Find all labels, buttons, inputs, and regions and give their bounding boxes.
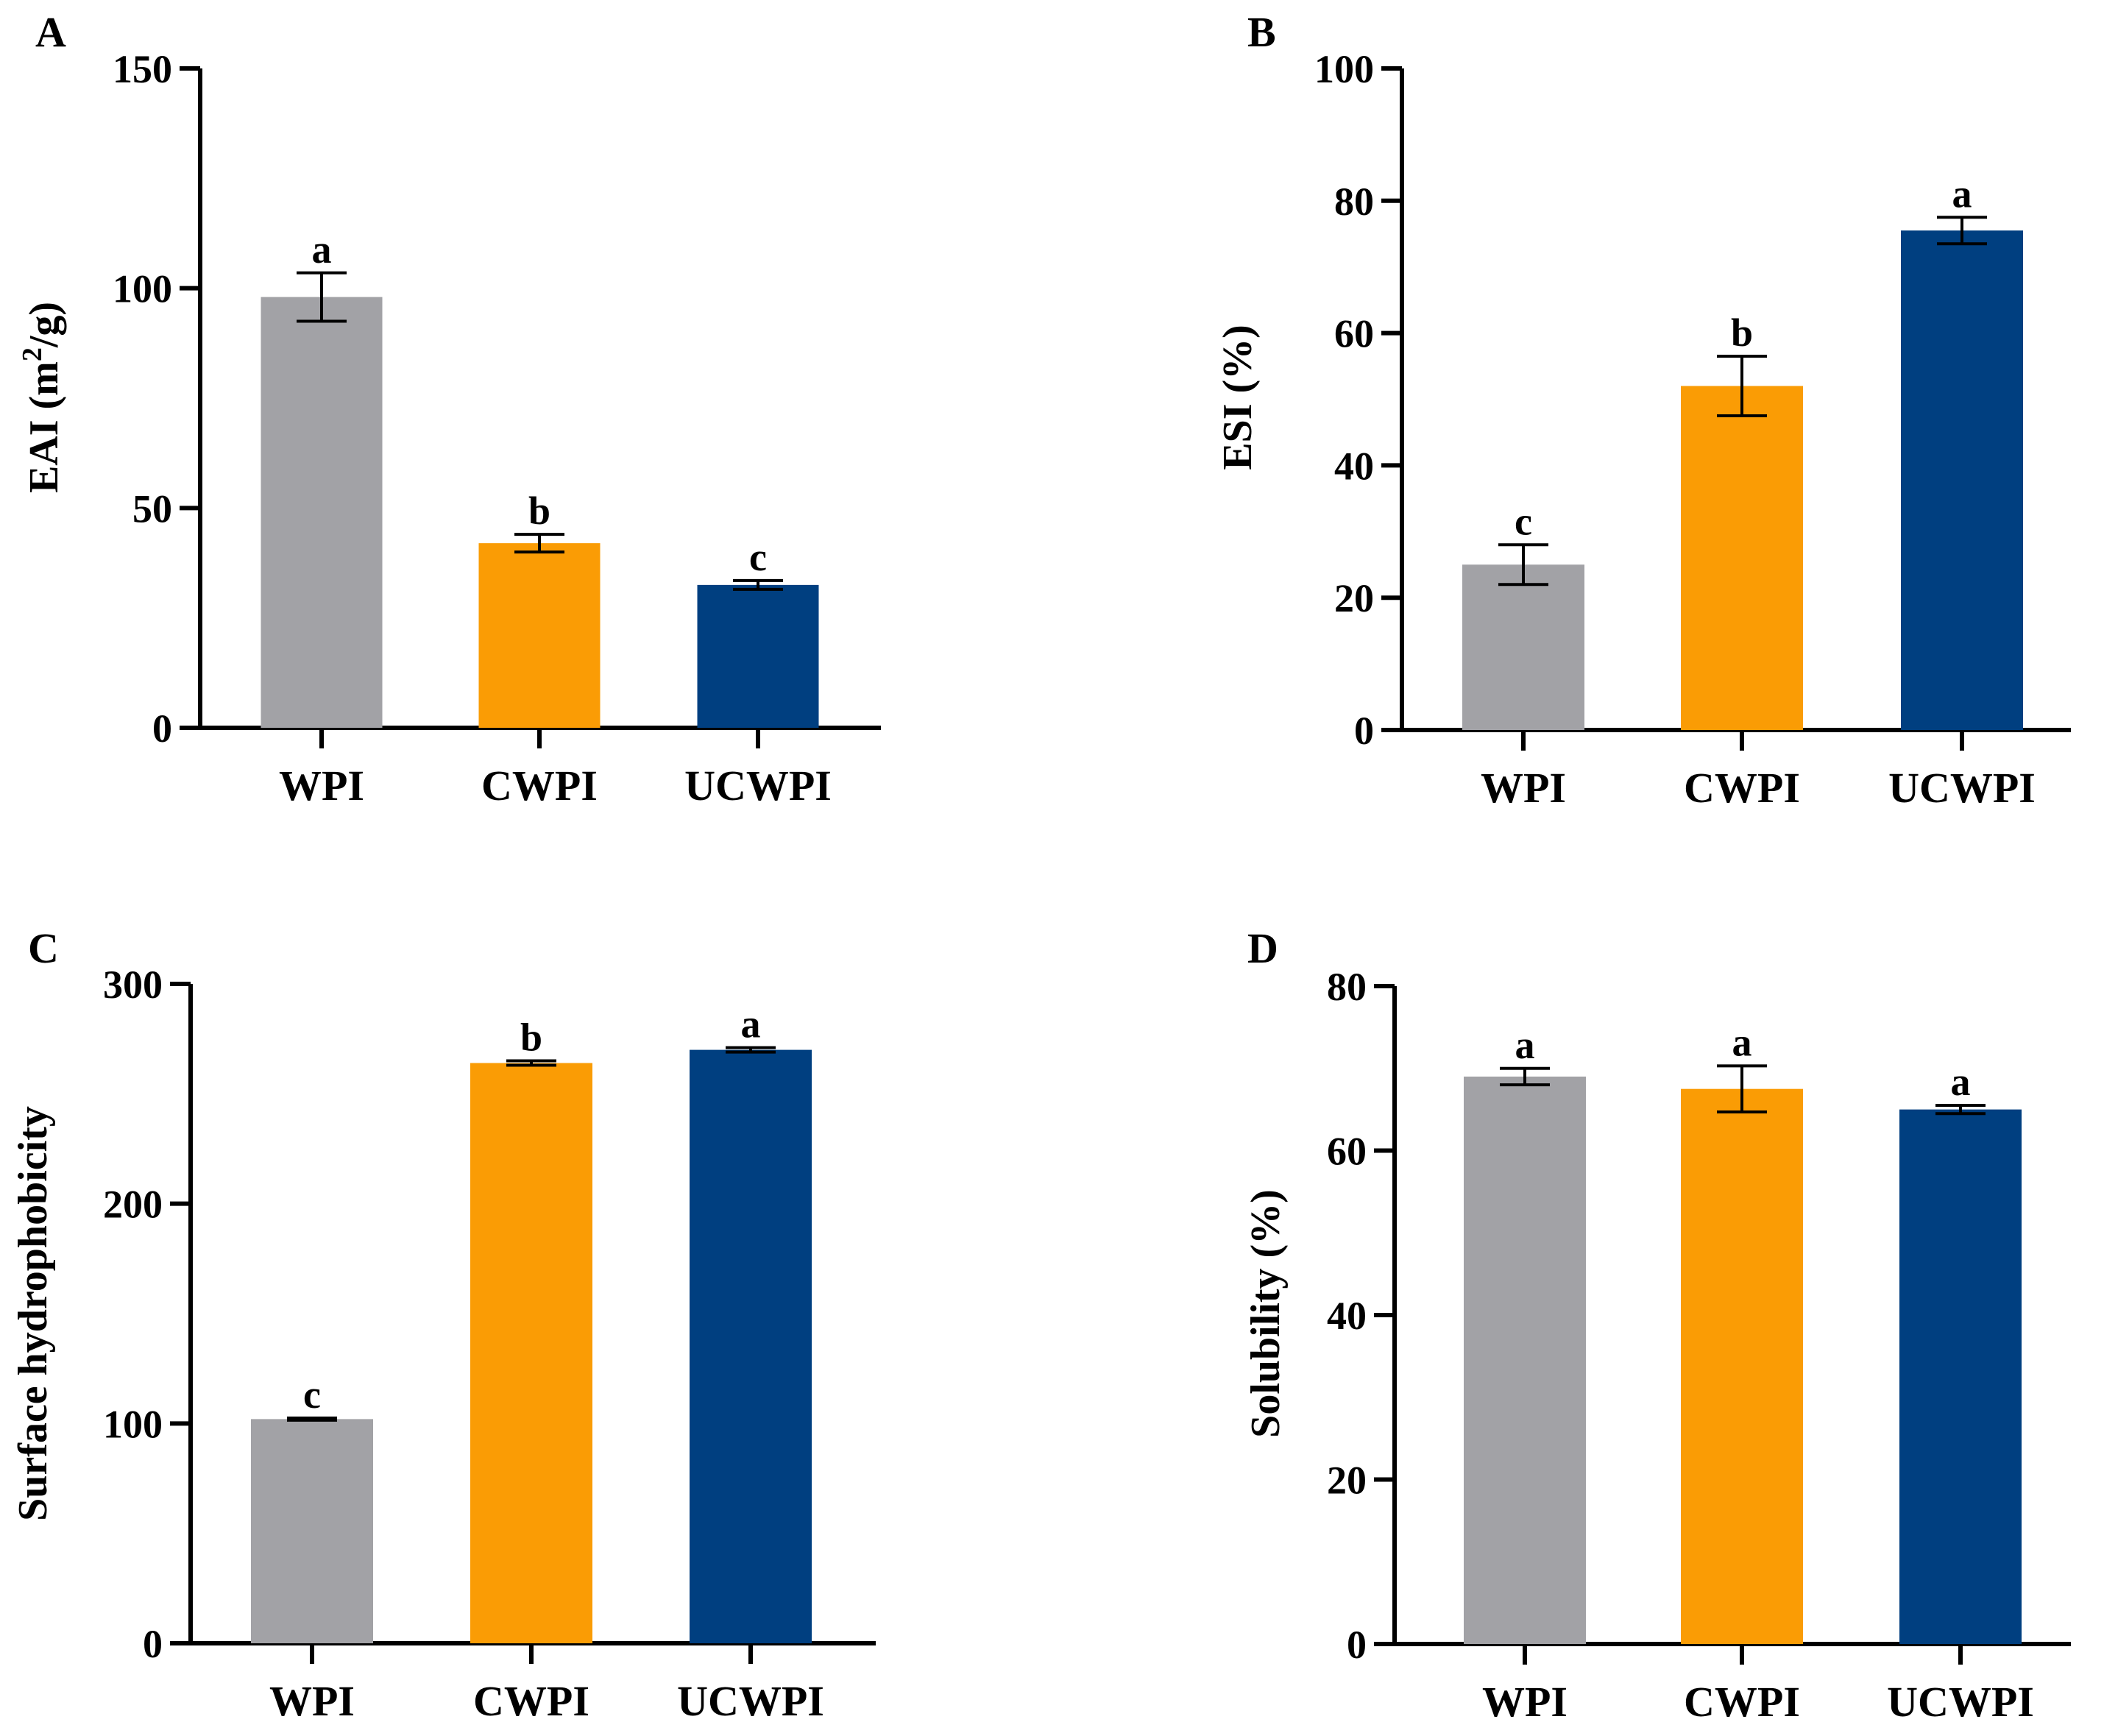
x-tick-label: UCWPI xyxy=(677,1677,824,1725)
panel-label: D xyxy=(1247,924,1278,972)
significance-letter: a xyxy=(1515,1023,1535,1067)
significance-letter: b xyxy=(520,1016,542,1060)
figure: A050100150EAI (m2/g)aWPIbCWPIcUCWPIB0204… xyxy=(0,0,2104,1736)
bar-cwpi xyxy=(479,543,601,728)
panel-a: A 0 50 100 150 EAI (m2/g) a WPI b CWPI c UCWPI xyxy=(17,8,881,809)
significance-letter: b xyxy=(528,489,550,533)
bar-ucwpi xyxy=(698,585,819,728)
y-tick-label: 20 xyxy=(1327,1459,1367,1503)
y-tick-label: 100 xyxy=(103,1402,163,1446)
y-tick-label: 0 xyxy=(152,706,172,751)
y-tick-label: 20 xyxy=(1334,576,1374,620)
bar-wpi xyxy=(1464,1077,1586,1644)
significance-letter: c xyxy=(1515,499,1532,543)
y-axis-label: Surface hydrophobicity xyxy=(10,1106,56,1521)
x-tick-label: UCWPI xyxy=(1888,764,2036,812)
x-tick-label: WPI xyxy=(269,1677,355,1725)
y-tick-label: 100 xyxy=(113,267,172,311)
panel-label: A xyxy=(35,8,66,56)
significance-letter: a xyxy=(1951,1060,1971,1104)
y-axis-label: ESI (%) xyxy=(1215,325,1261,470)
significance-letter: a xyxy=(1952,171,1972,216)
y-tick-label: 0 xyxy=(1354,709,1374,753)
panel-label: B xyxy=(1247,8,1276,56)
y-tick-label: 150 xyxy=(113,47,172,91)
bar-cwpi xyxy=(470,1063,592,1643)
x-tick-label: CWPI xyxy=(1684,764,1800,812)
x-tick-label: WPI xyxy=(1482,1678,1568,1726)
y-axis-label: Solubility (%) xyxy=(1243,1189,1289,1438)
significance-letter: c xyxy=(303,1372,321,1417)
y-tick-label: 60 xyxy=(1327,1130,1367,1174)
panel-c: C 0 100 200 300 Surface hydrophobicity c WPI b CW… xyxy=(10,924,876,1725)
significance-letter: c xyxy=(749,535,767,579)
y-tick-label: 50 xyxy=(132,486,172,531)
y-tick-label: 200 xyxy=(103,1183,163,1227)
y-tick-label: 40 xyxy=(1327,1294,1367,1338)
x-tick-label: CWPI xyxy=(1684,1678,1800,1726)
y-tick-label: 60 xyxy=(1334,312,1374,356)
bar-wpi xyxy=(261,297,383,728)
y-tick-label: 0 xyxy=(143,1622,163,1666)
y-tick-label: 300 xyxy=(103,963,163,1007)
y-tick-label: 80 xyxy=(1334,180,1374,224)
bar-ucwpi xyxy=(1901,230,2023,730)
bar-wpi xyxy=(251,1419,373,1643)
y-tick-label: 0 xyxy=(1347,1623,1367,1667)
significance-letter: a xyxy=(741,1002,761,1046)
x-tick-label: UCWPI xyxy=(1887,1678,2034,1726)
panel-label: C xyxy=(28,924,59,972)
y-tick-label: 100 xyxy=(1314,47,1374,91)
x-tick-label: CWPI xyxy=(473,1677,589,1725)
panel-d: D 0 20 40 60 80 Solubility (%) a WPI a CWPI a UCWPI xyxy=(1243,924,2071,1726)
y-tick-label: 80 xyxy=(1327,965,1367,1009)
x-tick-label: WPI xyxy=(279,762,364,809)
y-axis-label: EAI (m2/g) xyxy=(17,302,67,493)
bar-cwpi xyxy=(1681,386,1803,730)
y-tick-label: 40 xyxy=(1334,444,1374,488)
bar-ucwpi xyxy=(690,1050,812,1643)
x-tick-label: CWPI xyxy=(481,762,598,809)
x-tick-label: WPI xyxy=(1481,764,1566,812)
bar-ucwpi xyxy=(1899,1110,2022,1644)
bar-wpi xyxy=(1462,564,1584,730)
significance-letter: a xyxy=(1732,1020,1752,1064)
panel-b: B 0 20 40 60 80 100 ESI (%) c WPI b CWPI a UCWPI xyxy=(1215,8,2071,812)
significance-letter: a xyxy=(312,227,332,272)
significance-letter: b xyxy=(1731,311,1753,355)
x-tick-label: UCWPI xyxy=(684,762,832,809)
bar-cwpi xyxy=(1681,1089,1803,1644)
